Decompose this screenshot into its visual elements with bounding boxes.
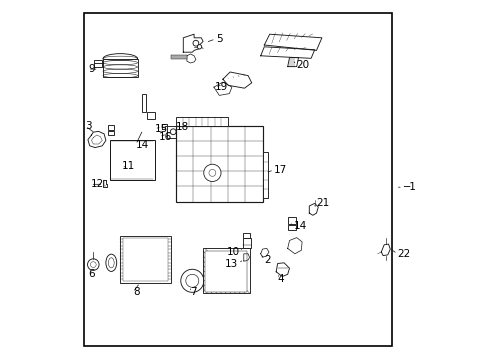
Text: 2: 2 xyxy=(264,255,270,265)
Bar xyxy=(262,153,267,198)
Text: 6: 6 xyxy=(88,269,95,279)
Bar xyxy=(109,140,154,180)
Ellipse shape xyxy=(108,258,114,268)
Bar xyxy=(142,94,146,112)
Bar xyxy=(176,117,227,126)
Ellipse shape xyxy=(103,54,137,64)
Bar xyxy=(84,13,391,346)
Bar xyxy=(288,225,296,230)
Text: 22: 22 xyxy=(397,249,410,259)
Bar xyxy=(167,126,179,138)
Text: 19: 19 xyxy=(215,82,228,92)
Circle shape xyxy=(87,259,99,270)
Text: 10: 10 xyxy=(226,247,240,257)
Text: 17: 17 xyxy=(273,165,286,175)
Bar xyxy=(203,248,249,293)
Text: 21: 21 xyxy=(316,198,329,208)
Circle shape xyxy=(203,164,221,181)
Ellipse shape xyxy=(106,254,117,271)
Text: 8: 8 xyxy=(133,287,139,297)
Circle shape xyxy=(197,45,201,49)
Text: 12: 12 xyxy=(90,179,103,189)
Text: 13: 13 xyxy=(224,258,238,269)
Text: ─1: ─1 xyxy=(402,182,415,192)
Bar xyxy=(176,126,262,202)
Circle shape xyxy=(90,262,96,267)
Circle shape xyxy=(208,170,215,176)
Text: 15: 15 xyxy=(154,124,167,134)
Bar xyxy=(107,125,114,130)
Bar xyxy=(243,233,249,238)
Circle shape xyxy=(185,274,199,287)
Text: 4: 4 xyxy=(277,274,284,284)
Circle shape xyxy=(193,40,199,46)
Bar xyxy=(288,217,296,224)
Text: 11: 11 xyxy=(121,161,134,171)
Text: 5: 5 xyxy=(215,34,222,44)
Bar xyxy=(94,60,102,67)
Bar xyxy=(122,238,168,281)
Text: 9: 9 xyxy=(88,64,94,74)
Bar xyxy=(242,238,250,248)
Text: 20: 20 xyxy=(296,60,309,70)
Bar xyxy=(120,236,170,283)
Bar xyxy=(103,59,137,77)
Text: 18: 18 xyxy=(175,122,188,132)
Circle shape xyxy=(170,129,176,135)
Text: 7: 7 xyxy=(189,287,196,297)
Circle shape xyxy=(181,269,203,292)
Text: 3: 3 xyxy=(85,121,92,131)
Bar xyxy=(107,131,114,135)
Bar xyxy=(204,251,247,292)
Text: 14: 14 xyxy=(294,221,307,231)
Text: 14: 14 xyxy=(136,140,149,150)
Bar xyxy=(147,112,154,119)
Text: 16: 16 xyxy=(159,132,172,142)
Bar xyxy=(170,55,186,59)
